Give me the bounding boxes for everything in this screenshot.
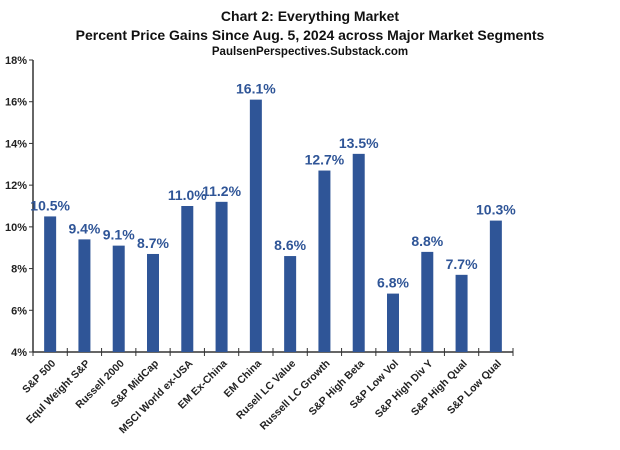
y-tick-label: 14% <box>5 138 27 150</box>
data-label: 7.7% <box>446 256 478 272</box>
y-tick-label: 16% <box>5 97 27 109</box>
data-label: 10.5% <box>30 197 70 213</box>
chart-source: PaulsenPerspectives.Substack.com <box>211 46 409 58</box>
bar <box>181 206 194 352</box>
chart-title: Chart 2: Everything Market <box>220 8 400 24</box>
data-label: 6.8% <box>377 275 409 291</box>
data-label: 13.5% <box>339 135 379 151</box>
data-label: 10.3% <box>476 202 516 218</box>
data-label: 9.1% <box>103 227 135 243</box>
y-tick-label: 10% <box>5 222 27 234</box>
y-tick-label: 18% <box>5 55 27 67</box>
data-label: 12.7% <box>305 152 345 168</box>
data-label: 8.7% <box>137 235 169 251</box>
bar <box>147 253 159 352</box>
bar <box>284 256 297 352</box>
y-tick-label: 12% <box>5 180 27 192</box>
bar <box>249 99 262 352</box>
bar <box>352 153 365 352</box>
data-label: 9.4% <box>68 220 100 236</box>
y-tick-label: 8% <box>11 264 27 276</box>
data-label: 11.0% <box>168 187 207 203</box>
bar <box>215 201 228 352</box>
data-label: 16.1% <box>236 81 276 97</box>
data-label: 8.8% <box>411 233 443 249</box>
bar <box>78 239 91 352</box>
data-label: 8.6% <box>274 237 306 253</box>
y-tick-label: 6% <box>11 305 27 317</box>
bar <box>112 245 125 352</box>
chart-subtitle: Percent Price Gains Since Aug. 5, 2024 a… <box>75 27 545 43</box>
bar <box>489 220 502 352</box>
y-tick-label: 4% <box>11 347 27 359</box>
bar <box>44 216 57 352</box>
x-tick-label: Equl Weight S&P <box>24 358 93 427</box>
bar <box>421 251 434 352</box>
bar <box>387 293 399 352</box>
data-label: 11.2% <box>202 183 241 199</box>
bar <box>318 170 331 352</box>
bar <box>455 274 468 352</box>
x-tick-label: Rusell LC Value <box>234 358 298 422</box>
